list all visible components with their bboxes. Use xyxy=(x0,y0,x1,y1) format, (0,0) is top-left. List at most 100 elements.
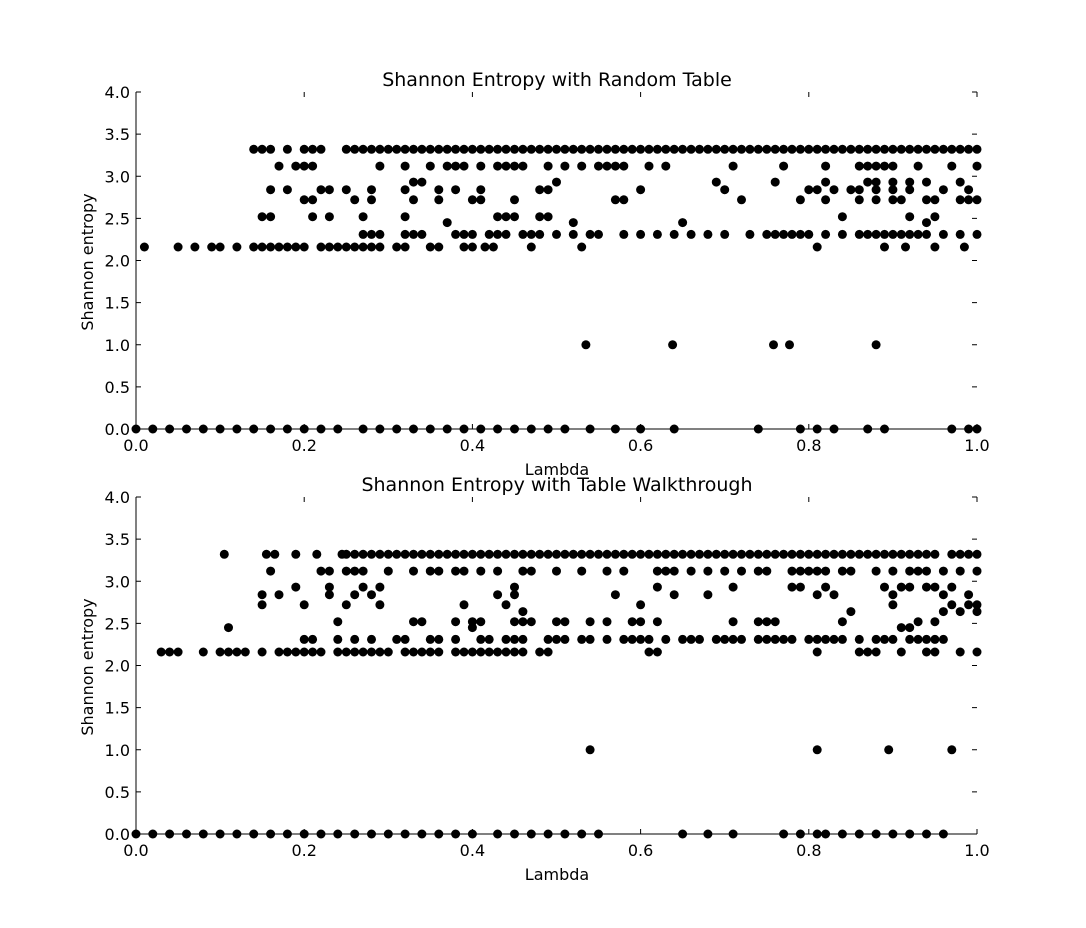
data-point xyxy=(854,144,864,154)
data-point xyxy=(425,634,435,644)
x-tick-label: 0.2 xyxy=(291,841,316,860)
data-point xyxy=(602,549,612,559)
data-point xyxy=(812,549,822,559)
data-point xyxy=(274,242,284,252)
y-axis-ticks: 0.0 0.5 1.0 1.5 2.0 2.5 3.0 3.5 4.0 xyxy=(105,488,977,844)
data-point xyxy=(585,144,595,154)
data-point xyxy=(543,144,553,154)
data-point xyxy=(358,144,368,154)
y-tick-label: 1.0 xyxy=(105,336,130,355)
data-point xyxy=(837,212,847,222)
data-point xyxy=(291,242,301,252)
data-point xyxy=(846,549,856,559)
data-point xyxy=(779,144,789,154)
data-point xyxy=(392,549,402,559)
data-point xyxy=(619,549,629,559)
data-point xyxy=(762,634,772,644)
data-point xyxy=(577,144,587,154)
data-point xyxy=(636,185,646,195)
data-point xyxy=(913,566,923,576)
y-tick-label: 0.0 xyxy=(105,825,130,844)
data-point xyxy=(510,144,519,154)
data-point xyxy=(425,549,435,559)
data-point xyxy=(400,242,410,252)
data-point xyxy=(837,617,847,627)
data-point xyxy=(501,647,511,657)
data-point xyxy=(451,229,461,239)
data-point xyxy=(636,229,646,239)
data-point xyxy=(795,582,805,592)
data-point xyxy=(821,195,831,205)
data-point xyxy=(619,144,629,154)
data-point xyxy=(510,212,519,222)
data-point xyxy=(173,647,183,657)
data-point xyxy=(804,634,814,644)
data-point xyxy=(896,229,906,239)
data-point xyxy=(880,229,889,239)
data-point xyxy=(526,144,536,154)
data-point xyxy=(341,242,351,252)
data-point xyxy=(341,549,351,559)
data-point xyxy=(375,549,385,559)
data-point xyxy=(324,212,334,222)
data-point xyxy=(829,144,839,154)
data-point xyxy=(476,161,486,171)
data-point xyxy=(501,634,511,644)
axes-spines xyxy=(135,92,977,430)
data-point xyxy=(922,634,931,644)
data-point xyxy=(367,185,376,195)
data-point xyxy=(846,185,856,195)
data-point xyxy=(266,144,276,154)
data-point xyxy=(947,582,957,592)
data-point xyxy=(358,549,368,559)
data-point xyxy=(510,195,519,205)
data-point xyxy=(795,229,805,239)
data-point xyxy=(854,185,864,195)
data-point xyxy=(341,600,351,610)
data-point xyxy=(652,647,662,657)
data-point xyxy=(888,600,898,610)
data-point xyxy=(467,549,477,559)
data-point xyxy=(409,144,418,154)
data-point xyxy=(367,195,376,205)
data-point xyxy=(652,229,662,239)
data-point xyxy=(316,185,326,195)
data-point xyxy=(896,647,906,657)
data-point xyxy=(518,607,528,617)
data-point xyxy=(888,177,898,187)
data-point xyxy=(358,582,368,592)
data-point xyxy=(308,647,318,657)
data-point xyxy=(501,161,511,171)
data-point xyxy=(905,212,915,222)
data-point xyxy=(476,647,486,657)
data-point xyxy=(560,617,570,627)
data-point xyxy=(905,144,915,154)
data-point xyxy=(644,161,654,171)
data-point xyxy=(964,590,974,600)
data-point xyxy=(409,229,418,239)
data-point xyxy=(552,634,561,644)
data-point xyxy=(350,144,360,154)
data-point xyxy=(518,617,528,627)
data-point xyxy=(871,185,881,195)
data-point xyxy=(257,590,267,600)
data-point xyxy=(854,229,864,239)
data-point xyxy=(568,229,578,239)
data-point xyxy=(417,647,427,657)
data-point xyxy=(299,195,309,205)
data-point xyxy=(930,144,940,154)
data-point xyxy=(972,566,982,576)
data-point xyxy=(896,549,906,559)
data-point xyxy=(785,340,794,350)
data-point xyxy=(459,242,469,252)
data-point xyxy=(896,195,906,205)
data-point xyxy=(913,634,923,644)
data-point xyxy=(333,617,343,627)
data-point xyxy=(821,582,831,592)
data-point xyxy=(308,144,318,154)
data-point xyxy=(804,549,814,559)
data-point xyxy=(434,566,444,576)
data-point xyxy=(972,647,982,657)
data-point xyxy=(964,600,974,610)
data-point xyxy=(442,218,452,228)
